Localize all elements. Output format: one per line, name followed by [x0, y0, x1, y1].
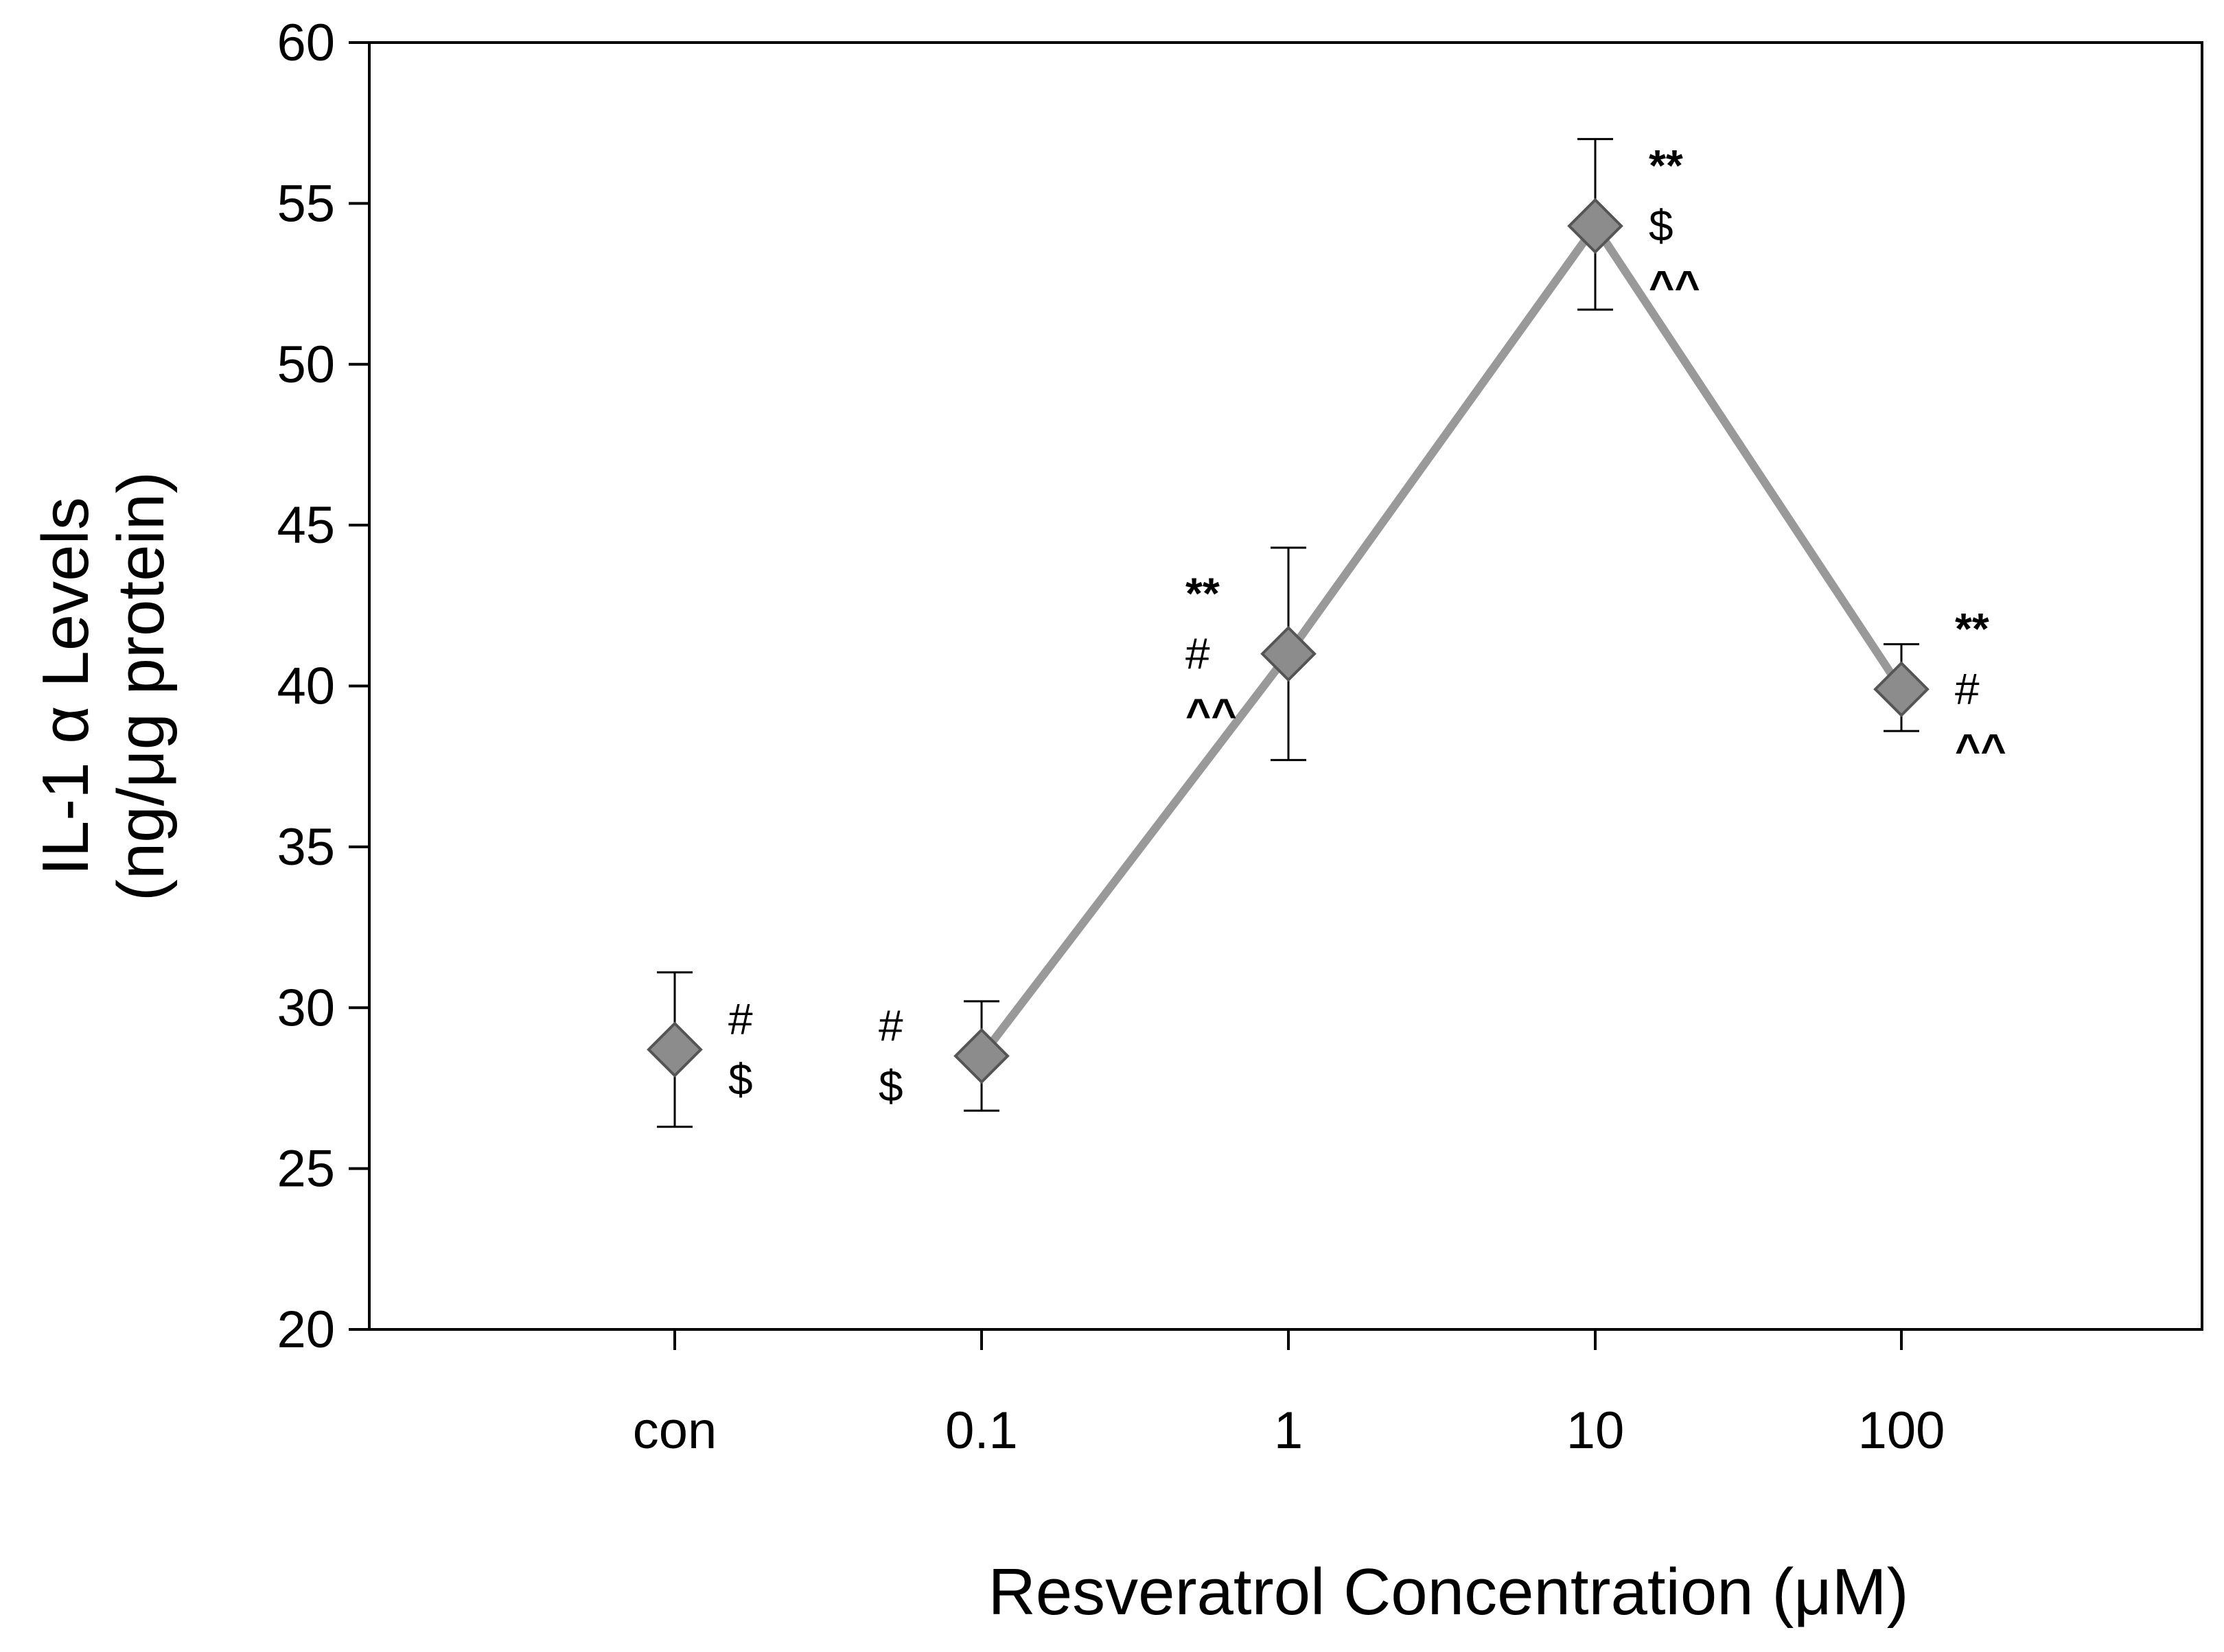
significance-mark: #	[728, 994, 753, 1044]
y-tick-label: 50	[277, 336, 335, 394]
x-tick-label: 1	[1274, 1401, 1303, 1460]
x-tick-label: 10	[1566, 1401, 1625, 1460]
y-axis-title-line2: (ng/μg protein)	[104, 472, 178, 901]
significance-mark: $	[1649, 201, 1673, 251]
significance-mark: **	[1649, 141, 1683, 190]
significance-mark: ^^	[1185, 690, 1237, 739]
data-point-marker	[647, 1021, 703, 1078]
y-axis: 20 25 30 35 40 45 50 55 60	[277, 14, 369, 1359]
significance-mark: ^^	[1649, 261, 1700, 311]
y-tick-label: 30	[277, 979, 335, 1037]
significance-mark: #	[879, 1001, 903, 1051]
data-point-marker	[1260, 625, 1317, 682]
x-axis: con 0.1 1 10 100	[633, 1329, 1945, 1460]
data-point-marker	[1567, 198, 1623, 255]
y-tick-label: 25	[277, 1140, 335, 1198]
significance-mark: $	[728, 1055, 753, 1104]
y-tick-label: 45	[277, 496, 335, 555]
y-tick-label: 20	[277, 1301, 335, 1359]
series-layer	[647, 138, 1930, 1128]
significance-mark: $	[879, 1062, 903, 1111]
x-tick-label: 100	[1858, 1401, 1945, 1460]
series-line	[978, 222, 1906, 1059]
significance-mark: **	[1185, 569, 1220, 618]
x-axis-title: Resveratrol Concentration (μM)	[988, 1555, 1908, 1629]
y-axis-title-line1: IL-1 α Levels	[29, 497, 102, 876]
significance-mark: #	[1185, 629, 1210, 679]
significance-mark: ^^	[1955, 725, 2006, 774]
annotations: # $ # $ ** # ^^ ** $ ^^ ** # ^^	[728, 141, 2006, 1110]
y-tick-label: 60	[277, 14, 335, 72]
y-tick-label: 35	[277, 818, 335, 876]
plot-frame	[368, 41, 2203, 1331]
significance-mark: #	[1955, 664, 1980, 714]
x-tick-label: con	[633, 1401, 717, 1460]
y-tick-label: 55	[277, 174, 335, 233]
data-point-marker	[953, 1027, 1010, 1084]
y-tick-label: 40	[277, 658, 335, 716]
significance-mark: **	[1955, 604, 1989, 653]
x-tick-label: 0.1	[945, 1401, 1018, 1460]
data-point-marker	[1873, 661, 1930, 718]
